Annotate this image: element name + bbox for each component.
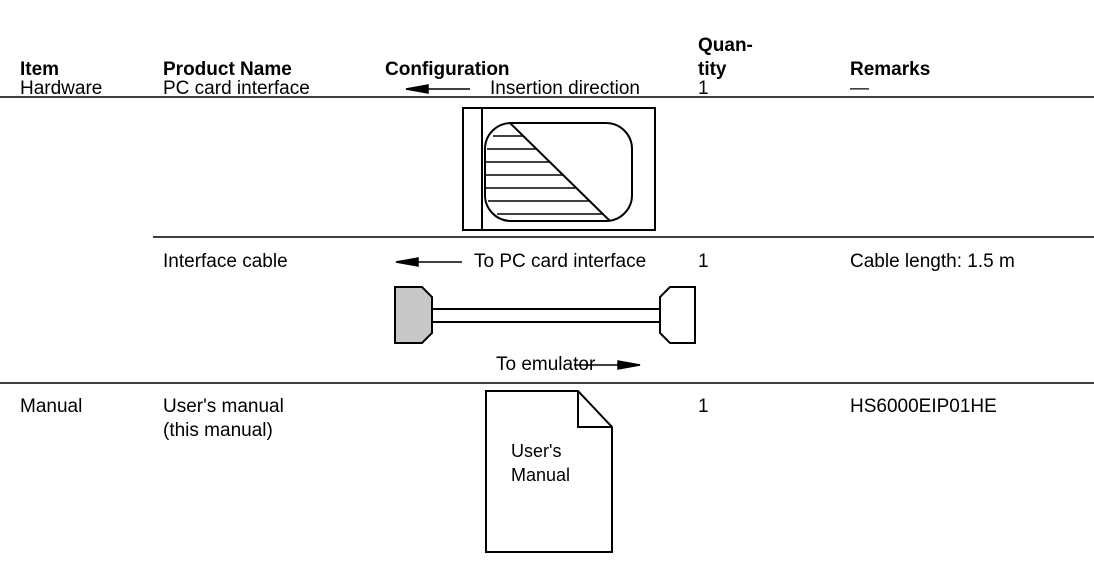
quantity: 1 — [698, 251, 709, 272]
header: Remarks — [850, 59, 931, 80]
config-label: To emulator — [496, 354, 596, 375]
pc-card — [462, 107, 656, 231]
item: Manual — [20, 396, 83, 417]
header: Quan- tity — [698, 35, 753, 80]
pc-card-diagonal — [509, 122, 611, 222]
item: Hardware — [20, 78, 103, 99]
connector — [394, 286, 433, 344]
header: Item — [20, 59, 60, 80]
product: Interface cable — [163, 251, 288, 272]
pc-card-window — [484, 122, 633, 222]
product: User's manual (this manual) — [163, 396, 284, 441]
remarks: HS6000EIP01HE — [850, 396, 997, 417]
quantity: 1 — [698, 78, 709, 99]
arrow-head — [395, 257, 419, 267]
header: Product Name — [163, 59, 292, 80]
manual-fold — [577, 391, 612, 428]
arrow-head — [617, 360, 641, 370]
product: PC card interface — [163, 78, 310, 99]
arrow-head — [405, 84, 429, 94]
config-label: To PC card interface — [474, 251, 647, 272]
connector — [659, 286, 696, 344]
remarks: — — [850, 78, 869, 99]
config-label: Insertion direction — [490, 78, 640, 99]
quantity: 1 — [698, 396, 709, 417]
header: Configuration — [385, 59, 510, 80]
manual-icon — [485, 390, 613, 553]
hatch — [486, 135, 603, 215]
config-label: User's Manual — [511, 441, 571, 485]
remarks: Cable length: 1.5 m — [850, 251, 1015, 272]
